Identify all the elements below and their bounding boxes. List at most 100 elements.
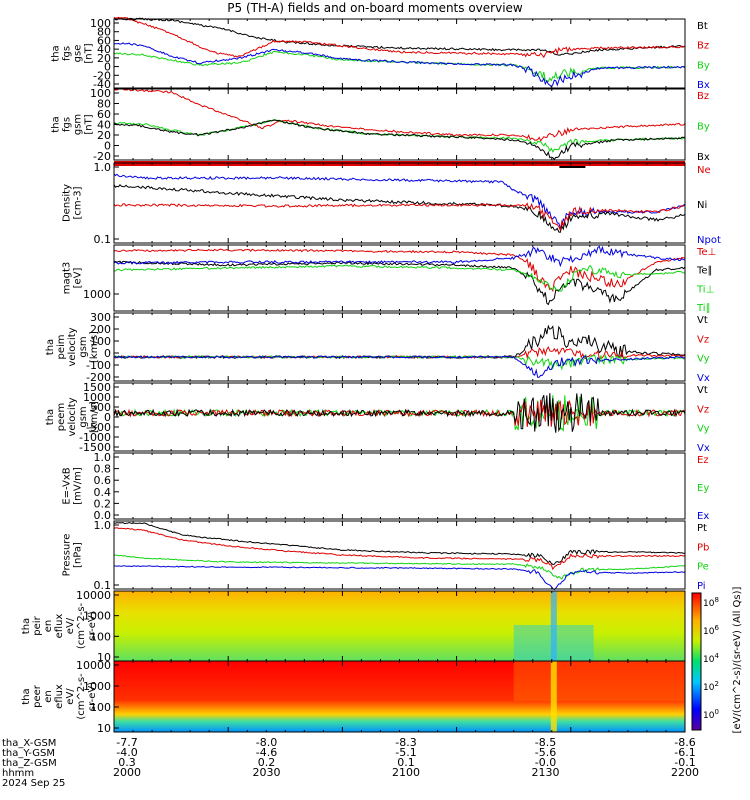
x-tick-label: -0.0 (535, 756, 556, 769)
y-axis-label: [eV] (73, 268, 84, 289)
y-tick-label: 40 (97, 43, 111, 56)
y-axis-label: eV/ (65, 617, 76, 634)
y-tick-label: 1000 (83, 610, 111, 623)
y-tick-label: 80 (97, 98, 111, 111)
y-tick-label: 0.6 (94, 474, 112, 487)
y-tick-label: 1000 (83, 288, 111, 301)
y-tick-label: -20 (93, 69, 111, 82)
y-axis-label: E=-VxB (62, 467, 73, 504)
x-tick-label: -8.5 (535, 736, 556, 749)
y-axis-label: gse (73, 45, 84, 63)
bz-gsm-trace (113, 87, 686, 142)
pe-trace (113, 554, 686, 580)
y-tick-label: 60 (97, 108, 111, 121)
y-tick-label: -500 (86, 421, 111, 434)
legend-pressure-3: Pi (697, 581, 706, 592)
panel-frame-temperature (113, 244, 686, 312)
y-axis-label: en (43, 690, 54, 703)
x-tick-label: -8.3 (395, 736, 416, 749)
legend-fgs-gsm-2: Bx (697, 152, 710, 163)
peer-spectrogram (114, 661, 685, 732)
x-row-label-0: tha_X-GSM (2, 738, 56, 749)
x-row-label-4: 2024 Sep 25 (2, 778, 65, 789)
legend-fgs-gsm-0: Bz (697, 91, 709, 102)
x-tick-label: -4.6 (256, 746, 277, 759)
vt-peem-trace (113, 393, 686, 433)
legend-pressure-2: Pe (697, 562, 709, 573)
y-tick-label: 300 (90, 311, 111, 324)
y-axis-label: eflux (54, 684, 65, 709)
bx-gsm-trace (113, 119, 686, 161)
legend-efield-2: Ex (697, 511, 709, 522)
y-tick-label: 100 (90, 701, 111, 714)
colorbar-tick: 108 (703, 596, 719, 609)
y-axis-label: [nT] (84, 43, 95, 63)
x-tick-label: 2030 (253, 766, 281, 779)
panel-frame-pressure (113, 520, 686, 590)
pt-trace (113, 521, 686, 566)
y-axis-label: fgs (62, 46, 73, 61)
panel-frame-peem-velocity (113, 382, 686, 452)
y-tick-label: 1.0 (94, 451, 112, 464)
y-tick-label: 10 (97, 651, 111, 664)
y-axis-label: tha (45, 409, 56, 425)
y-tick-label: 1000 (83, 391, 111, 404)
panel-frame-peim-velocity (113, 312, 686, 382)
legend-fgs-gse-3: Bx (697, 80, 710, 91)
pi-trace (113, 565, 686, 591)
y-axis-label: tha (21, 618, 32, 634)
y-axis-label: eflux (54, 614, 65, 639)
legend-fgs-gse-1: Bz (697, 41, 709, 52)
peir-spike (550, 591, 557, 661)
y-axis-label: (cm^2-s- (76, 602, 87, 649)
plot-title: P5 (TH-A) fields and on-board moments ov… (227, 1, 523, 15)
y-axis-label: [km/s] (89, 331, 100, 363)
y-tick-label: 60 (97, 34, 111, 47)
y-tick-label: -20 (93, 150, 111, 163)
x-tick-label: -8.0 (256, 736, 277, 749)
legend-density-2: Npot (697, 235, 721, 246)
y-tick-label: 0 (104, 61, 111, 74)
legend-pressure-0: Pt (697, 523, 707, 534)
panel-frame-fgs-gsm (113, 88, 686, 161)
x-row-label-3: hhmm (2, 768, 34, 779)
by-gsm-trace (113, 118, 685, 154)
y-tick-label: 200 (90, 323, 111, 336)
y-axis-label: [km/s] (89, 401, 100, 433)
ti-trace (114, 264, 686, 292)
y-tick-label: 100 (90, 630, 111, 643)
y-tick-label: 10000 (76, 659, 111, 672)
y-tick-label: -40 (93, 78, 111, 91)
peir-spectrogram (114, 591, 685, 661)
y-tick-label: 80 (97, 26, 111, 39)
panel-frame-efield (113, 452, 686, 520)
y-axis-label: tha (21, 688, 32, 704)
y-tick-label: 1500 (83, 381, 111, 394)
y-tick-label: 40 (97, 119, 111, 132)
y-tick-label: 500 (90, 401, 111, 414)
vx-peim-trace (113, 355, 686, 378)
x-tick-label: -6.1 (674, 746, 695, 759)
x-tick-label: -4.0 (116, 746, 137, 759)
y-axis-label: gsm (73, 114, 84, 135)
panel-frame-density (113, 162, 686, 244)
y-axis-label: sr-eV) (87, 611, 98, 640)
y-axis-label: peir (32, 615, 43, 635)
x-tick-label: -7.7 (116, 736, 137, 749)
legend-fgs-gsm-1: By (697, 122, 710, 133)
y-tick-label: 0.0 (94, 509, 112, 522)
y-tick-label: 0 (104, 347, 111, 360)
legend-peem-velocity-3: Vx (697, 443, 710, 454)
y-axis-label: Density (62, 184, 73, 222)
peer-spike (550, 661, 557, 732)
x-row-label-1: tha_Y-GSM (2, 748, 55, 759)
legend-efield-1: Ey (697, 483, 709, 494)
legend-fgs-gse-2: By (697, 60, 710, 71)
bt-trace (113, 17, 686, 56)
y-tick-label: 100 (90, 17, 111, 30)
x-tick-label: 0.3 (118, 756, 136, 769)
y-tick-label: 1000 (83, 680, 111, 693)
x-tick-label: 2200 (671, 766, 699, 779)
y-axis-label: (cm^2-s- (76, 673, 87, 720)
